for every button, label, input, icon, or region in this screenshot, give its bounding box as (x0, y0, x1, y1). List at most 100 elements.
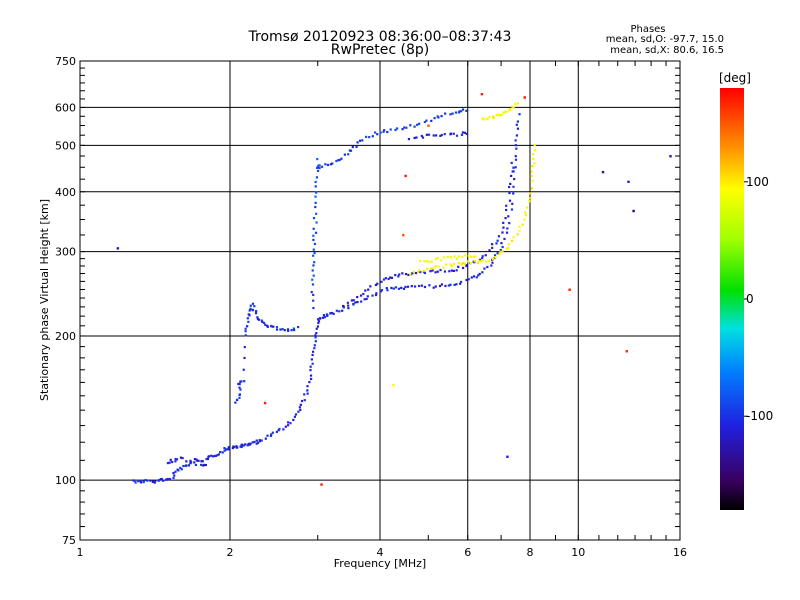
echo-point (423, 120, 427, 124)
echo-point (432, 134, 435, 137)
echo-point (418, 122, 421, 125)
echo-point (472, 275, 476, 278)
echo-point (442, 266, 445, 269)
echo-point (225, 448, 228, 451)
echo-point (299, 408, 302, 412)
echo-point (389, 128, 392, 131)
echo-point (495, 113, 499, 117)
echo-point (447, 284, 450, 287)
echo-point (292, 327, 295, 330)
echo-point (669, 155, 672, 158)
echo-point (488, 249, 491, 252)
echo-point (139, 481, 143, 484)
echo-point (418, 269, 421, 272)
echo-point (455, 257, 458, 260)
echo-point (338, 310, 341, 313)
grid-lines (80, 61, 680, 540)
echo-point (172, 476, 175, 480)
echo-point (413, 285, 417, 288)
echo-point (392, 383, 395, 387)
echo-point (502, 226, 505, 229)
y-axis-label: Stationary phase Virtual Height [km] (38, 199, 51, 401)
echo-point (270, 433, 273, 436)
echo-point (481, 259, 485, 262)
echo-point (532, 157, 535, 161)
echo-point (505, 204, 508, 207)
echo-point (387, 277, 390, 281)
echo-point (508, 191, 511, 195)
echo-point (465, 278, 468, 282)
echo-point (417, 284, 421, 288)
echo-point (258, 439, 261, 442)
echo-point (293, 328, 296, 332)
echo-point (329, 163, 332, 166)
echo-point (367, 288, 370, 291)
echo-point (187, 464, 191, 467)
echo-point (309, 365, 312, 368)
echo-point (168, 461, 171, 464)
echo-point (458, 110, 461, 113)
echo-point (497, 113, 500, 116)
echo-point (505, 231, 509, 234)
echo-point (450, 269, 453, 272)
echo-point (403, 126, 406, 129)
echo-point (313, 347, 316, 350)
echo-point (437, 265, 440, 268)
echo-point (231, 446, 235, 450)
echo-point (329, 312, 332, 315)
echo-point (196, 459, 199, 462)
echo-point (501, 250, 504, 253)
echo-point (355, 145, 358, 148)
echo-point (482, 118, 485, 121)
echo-point (312, 306, 315, 310)
echo-point (460, 263, 463, 266)
echo-point (530, 170, 533, 173)
echo-point (407, 137, 411, 141)
echo-point (314, 195, 317, 198)
echo-point (266, 434, 269, 437)
echo-point (362, 292, 365, 296)
echo-point (481, 257, 484, 260)
echo-point (176, 468, 179, 471)
x-axis-ticks: 1 2 4 6 8 10 16 (77, 61, 687, 559)
echo-point (386, 289, 389, 292)
echo-point (460, 133, 464, 136)
echo-point (476, 261, 480, 265)
echo-point (389, 276, 392, 279)
echo-point (479, 260, 482, 263)
echo-point (434, 271, 437, 274)
echo-point (488, 115, 491, 119)
echo-point (510, 239, 514, 243)
y-tick-label: 500 (55, 139, 76, 152)
echo-point (457, 255, 461, 258)
echo-point (314, 340, 317, 343)
echo-point (298, 406, 301, 409)
echo-point (365, 135, 368, 139)
echo-point (144, 478, 147, 482)
echo-point (233, 445, 236, 449)
echo-point (427, 260, 430, 263)
echo-point (504, 217, 507, 220)
echo-point (361, 139, 364, 142)
echo-point (449, 263, 452, 266)
echo-point (459, 282, 462, 285)
echo-point (308, 380, 311, 384)
echo-point (385, 287, 388, 290)
echo-point (407, 273, 410, 277)
echo-point (498, 252, 501, 256)
echo-point (461, 108, 465, 111)
echo-point (311, 269, 314, 272)
echo-point (453, 255, 456, 258)
echo-point (312, 264, 315, 267)
y-tick-label: 200 (55, 330, 76, 343)
echo-point (496, 252, 499, 255)
colorbar-tick-label: 0 (746, 292, 754, 306)
echo-point (242, 444, 245, 447)
echo-point (473, 260, 476, 263)
echo-point (217, 453, 220, 456)
echo-point (492, 116, 496, 119)
echo-point (409, 273, 412, 276)
echo-point (309, 368, 312, 372)
echo-point (379, 290, 383, 293)
echo-point (351, 145, 354, 149)
